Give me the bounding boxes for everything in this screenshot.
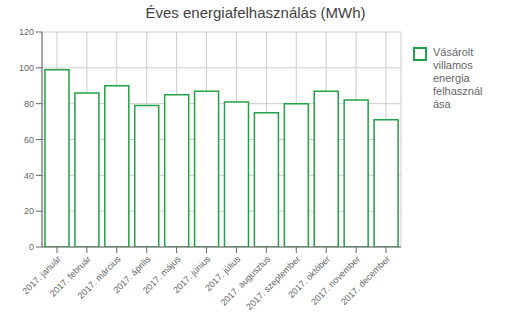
html-text:Vásárolt villamos energia felh: Vásárolt villamos energia felhasznál ása: [433, 46, 483, 110]
svg-text:20: 20: [24, 206, 34, 216]
svg-text:100: 100: [19, 63, 34, 73]
svg-text:2017. január: 2017. január: [20, 253, 63, 297]
svg-text:2017. június: 2017. június: [171, 253, 213, 296]
svg-text:80: 80: [24, 99, 34, 109]
svg-text:2017. október: 2017. október: [286, 253, 333, 300]
svg-text:2017. november: 2017. november: [309, 254, 362, 307]
svg-text:2017. augusztus: 2017. augusztus: [219, 254, 273, 308]
svg-text:2017. szeptember: 2017. szeptember: [244, 254, 302, 312]
svg-text:60: 60: [24, 135, 34, 145]
svg-text:40: 40: [24, 171, 34, 181]
svg-text:2017. december: 2017. december: [339, 254, 392, 307]
html-text:Éves energiafelhasználás (MWh): Éves energiafelhasználás (MWh): [145, 4, 366, 21]
svg-text:2017. március: 2017. március: [75, 253, 123, 301]
svg-text:2017. április: 2017. április: [111, 253, 153, 296]
svg-text:2017. május: 2017. május: [140, 253, 183, 296]
svg-text:2017. július: 2017. július: [203, 253, 243, 294]
svg-text:120: 120: [19, 27, 34, 37]
svg-text:0: 0: [29, 242, 34, 252]
svg-text:2017. február: 2017. február: [47, 253, 93, 299]
